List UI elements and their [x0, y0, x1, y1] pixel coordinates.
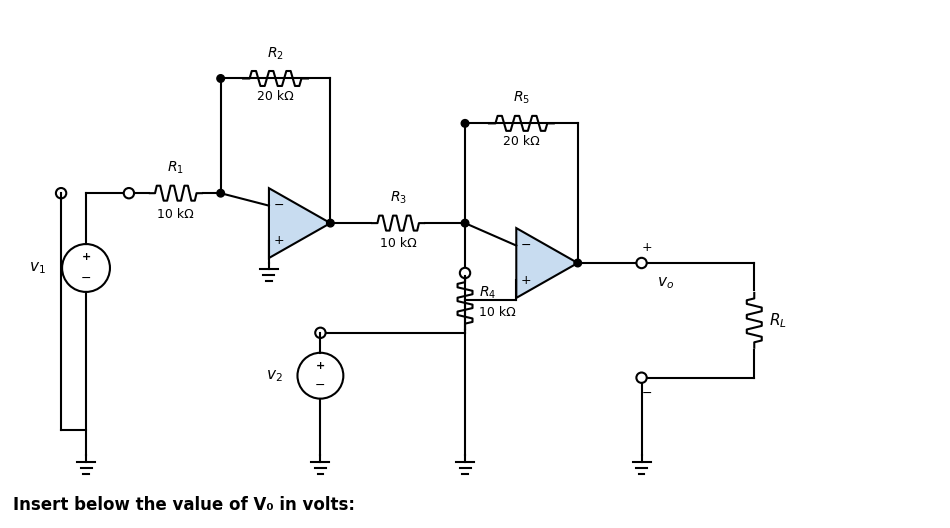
- Text: +: +: [82, 252, 90, 262]
- Text: +: +: [315, 361, 325, 371]
- Circle shape: [327, 219, 334, 227]
- Text: −: −: [521, 239, 531, 252]
- Text: $v_1$: $v_1$: [29, 260, 47, 276]
- Circle shape: [462, 119, 468, 127]
- Text: −: −: [641, 387, 652, 400]
- Polygon shape: [516, 228, 578, 298]
- Text: −: −: [315, 379, 326, 392]
- Circle shape: [462, 219, 468, 227]
- Text: 10 kΩ: 10 kΩ: [380, 237, 417, 250]
- Text: 20 kΩ: 20 kΩ: [503, 135, 540, 148]
- Polygon shape: [269, 188, 331, 258]
- Text: +: +: [274, 234, 284, 247]
- Circle shape: [574, 259, 581, 267]
- Text: +: +: [641, 241, 652, 253]
- Text: $R_1$: $R_1$: [167, 160, 184, 176]
- Text: $v_o$: $v_o$: [656, 275, 674, 291]
- Text: $v_2$: $v_2$: [266, 368, 282, 383]
- Text: 10 kΩ: 10 kΩ: [158, 208, 194, 221]
- Text: +: +: [521, 274, 532, 287]
- Circle shape: [217, 74, 224, 82]
- Text: 20 kΩ: 20 kΩ: [257, 90, 294, 103]
- Text: −: −: [274, 199, 284, 212]
- Text: $R_5$: $R_5$: [513, 90, 530, 107]
- Text: −: −: [81, 272, 91, 285]
- Text: Insert below the value of V₀ in volts:: Insert below the value of V₀ in volts:: [12, 496, 354, 514]
- Text: $R_L$: $R_L$: [770, 311, 788, 329]
- Text: $R_2$: $R_2$: [267, 45, 284, 62]
- Text: $R_4$: $R_4$: [479, 285, 496, 301]
- Text: $R_3$: $R_3$: [390, 190, 407, 206]
- Text: 10 kΩ: 10 kΩ: [479, 306, 516, 319]
- Circle shape: [217, 190, 224, 197]
